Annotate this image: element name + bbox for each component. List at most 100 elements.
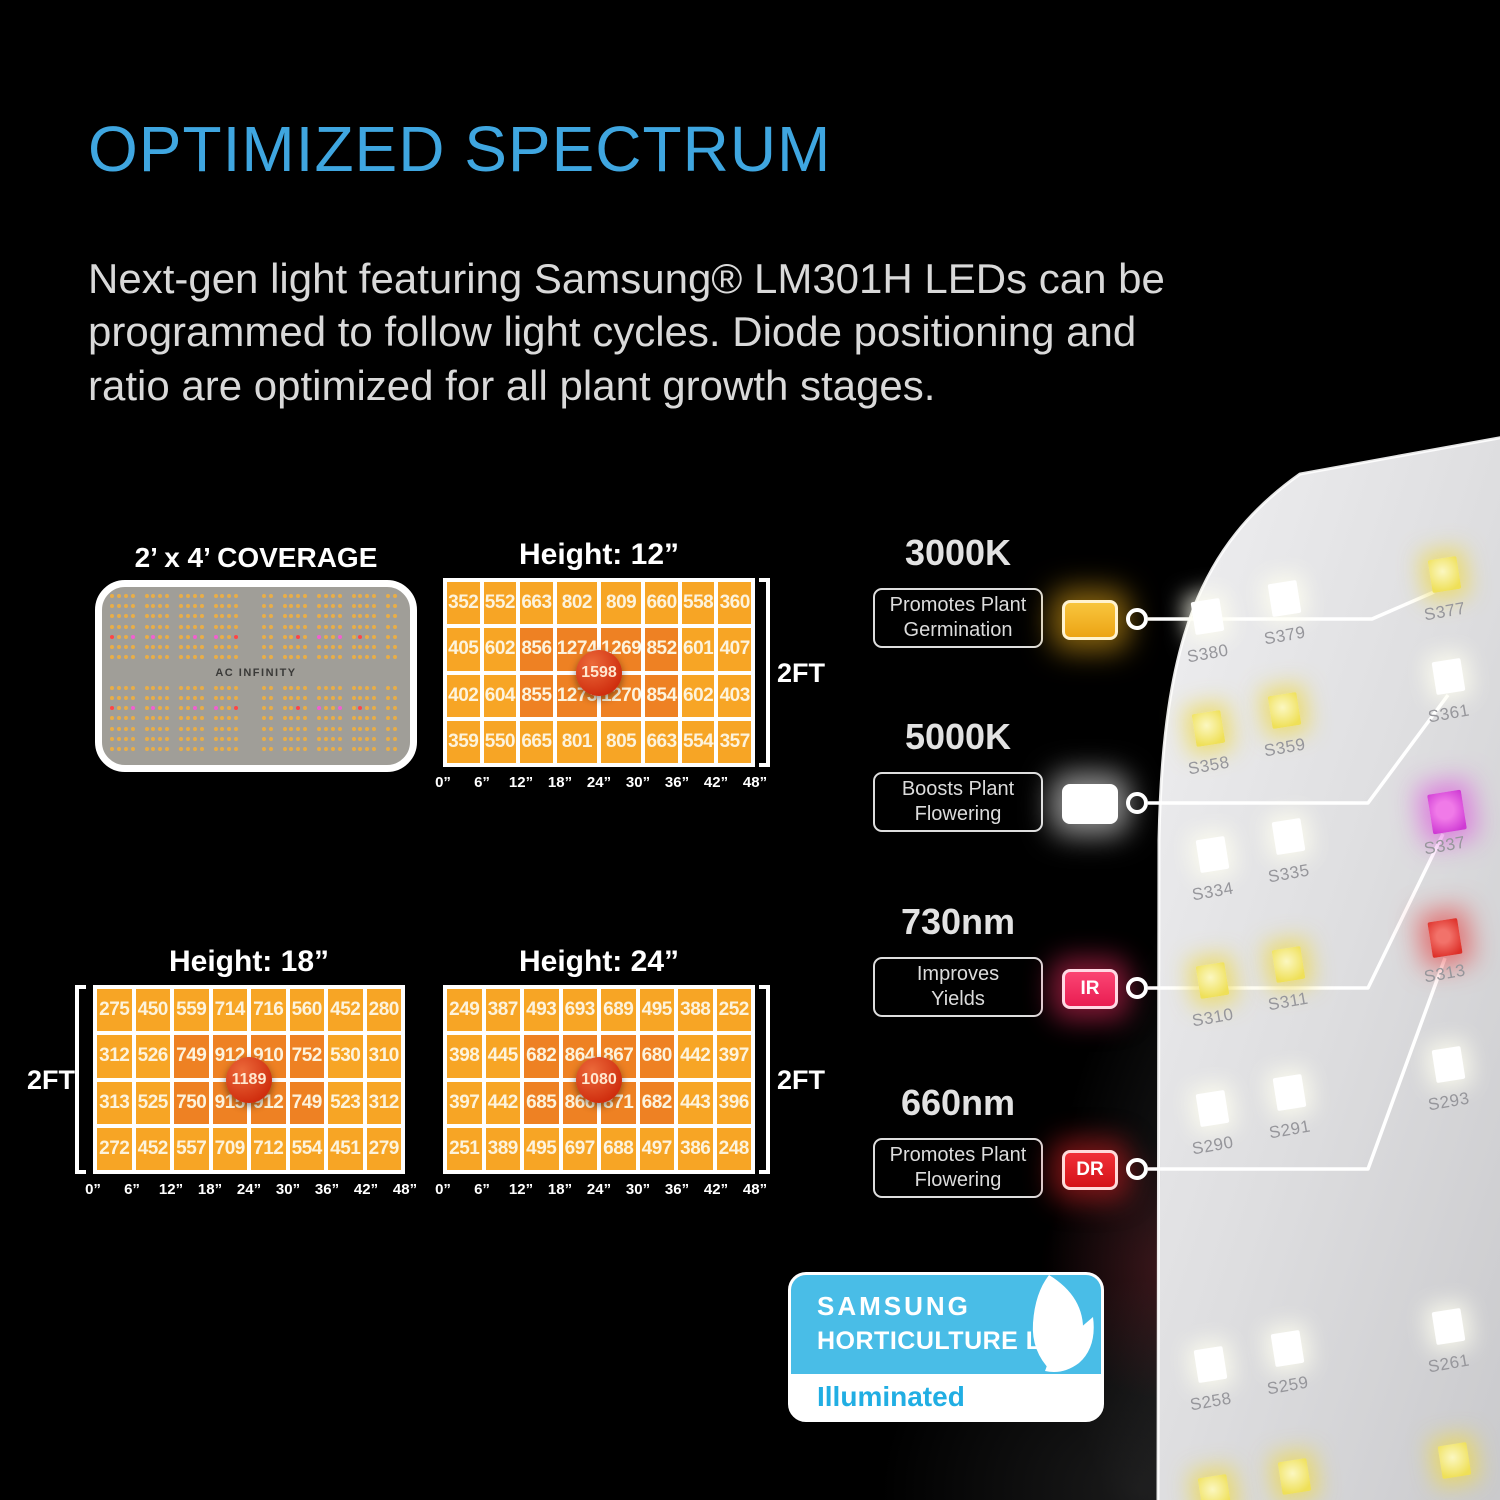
led-dot — [130, 594, 135, 598]
led-dot — [386, 594, 390, 598]
led-dot — [179, 685, 183, 690]
led-dot — [110, 726, 114, 731]
led-dot — [358, 726, 363, 731]
ppfd-cell: 251 — [447, 1127, 482, 1170]
led-dot — [392, 706, 397, 711]
samsung-badge: SAMSUNG HORTICULTURE LED Illuminated — [788, 1272, 1104, 1422]
led-dot — [123, 716, 128, 721]
ppfd-cell: 451 — [328, 1127, 363, 1170]
diode-label: S359 — [1262, 734, 1307, 761]
depth-bracket — [759, 578, 770, 767]
led-dot — [337, 645, 342, 649]
ppfd-cell: 389 — [485, 1127, 520, 1170]
led-dot — [123, 706, 128, 711]
led-dot — [199, 614, 204, 619]
led-dot — [220, 655, 225, 660]
led-dot — [261, 696, 266, 700]
led-dot — [372, 716, 377, 721]
led-dot — [110, 655, 114, 660]
led-dot — [213, 736, 218, 741]
led-dot — [365, 604, 370, 609]
led-dot — [179, 634, 183, 639]
led-dot — [289, 604, 294, 609]
led-dot — [296, 716, 301, 721]
led-dot — [220, 634, 225, 639]
led-dot — [337, 716, 342, 721]
led-dot — [351, 736, 356, 741]
ppfd-cell: 249 — [447, 989, 482, 1032]
led-dot — [185, 624, 190, 629]
led-dot — [110, 614, 114, 619]
led-dot — [192, 624, 197, 629]
led-diode-S377 — [1427, 555, 1462, 594]
led-dot — [330, 645, 335, 649]
connector-dot — [1126, 792, 1148, 814]
led-dot — [392, 645, 397, 649]
x-tick-label: 30” — [275, 1181, 301, 1198]
depth-label: 2FT — [777, 1065, 826, 1095]
led-dot — [110, 696, 114, 700]
x-tick-label: 12” — [508, 1181, 534, 1198]
led-dot — [144, 614, 149, 619]
led-dot — [317, 655, 321, 660]
led-dot — [192, 655, 197, 660]
led-dot — [234, 685, 239, 690]
x-tick-label: 24” — [586, 774, 612, 791]
led-dot — [116, 624, 121, 629]
ppfd-cell: 386 — [678, 1127, 713, 1170]
led-dot — [289, 696, 294, 700]
led-dot — [158, 645, 163, 649]
led-dot — [165, 736, 170, 741]
led-dot — [192, 716, 197, 721]
led-dot — [123, 736, 128, 741]
led-dot — [358, 604, 363, 609]
led-dot — [289, 645, 294, 649]
led-dot — [323, 645, 328, 649]
heatmap-x-axis: 0” 6” 12” 18” 24” 30” 36” 42” 48” — [435, 1181, 767, 1201]
ppfd-cell: 280 — [366, 989, 401, 1032]
led-dot — [261, 726, 266, 731]
led-diode-S334 — [1195, 835, 1230, 874]
led-dot — [199, 634, 204, 639]
led-dot — [330, 655, 335, 660]
led-dot — [365, 726, 370, 731]
ppfd-cell: 660 — [645, 582, 678, 625]
led-dot — [165, 685, 170, 690]
led-dot — [130, 614, 135, 619]
ppfd-cell: 682 — [524, 1035, 559, 1078]
legend-description: Promotes Plant Flowering — [873, 1138, 1043, 1198]
led-dot — [323, 706, 328, 711]
led-dot — [386, 645, 390, 649]
led-dot — [337, 726, 342, 731]
led-dot — [289, 655, 294, 660]
led-dot — [392, 696, 397, 700]
ppfd-cell: 752 — [289, 1035, 324, 1078]
ppfd-cell: 397 — [716, 1035, 751, 1078]
led-dot — [213, 696, 218, 700]
diode-label: S258 — [1188, 1388, 1233, 1415]
led-dot — [282, 747, 287, 751]
led-dot — [116, 747, 121, 751]
x-tick-label: 36” — [664, 774, 690, 791]
x-tick-label: 18” — [197, 1181, 223, 1198]
led-diode-edge — [1437, 1441, 1472, 1480]
led-dot — [165, 747, 170, 751]
led-dot — [234, 736, 239, 741]
x-tick-label: 24” — [586, 1181, 612, 1198]
led-dot — [386, 696, 390, 700]
led-dot — [199, 747, 204, 751]
ppfd-cell: 680 — [639, 1035, 674, 1078]
led-dot — [158, 594, 163, 598]
led-dot — [213, 716, 218, 721]
led-dot — [330, 685, 335, 690]
led-dot — [372, 726, 377, 731]
led-dot — [392, 634, 397, 639]
led-dot — [317, 604, 321, 609]
led-dot — [144, 645, 149, 649]
led-diode-S259 — [1270, 1329, 1305, 1368]
led-dot — [116, 716, 121, 721]
led-dot — [192, 726, 197, 731]
led-dot — [392, 736, 397, 741]
led-dot — [303, 655, 308, 660]
led-dot — [185, 706, 190, 711]
